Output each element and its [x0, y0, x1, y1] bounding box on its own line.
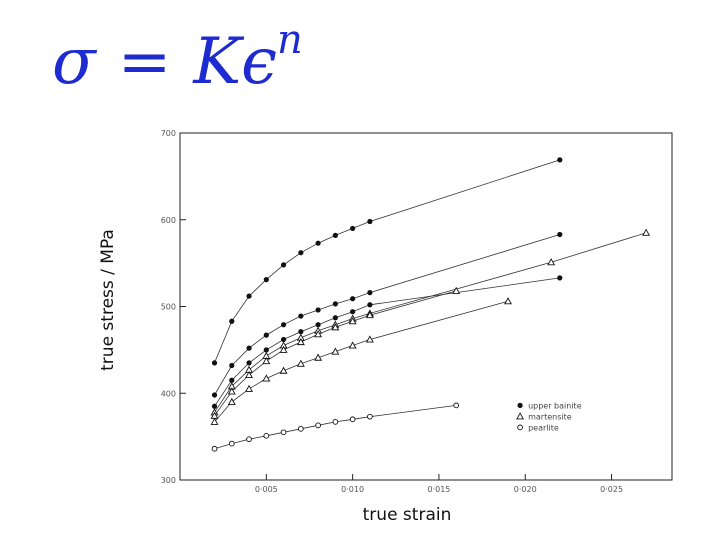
x-axis-label: true strain — [362, 505, 452, 525]
series-line — [214, 300, 509, 423]
data-point-triangle — [504, 297, 512, 305]
data-point-filled-circle — [229, 377, 235, 383]
data-point-triangle — [262, 357, 271, 365]
data-point-filled-circle — [280, 262, 287, 268]
data-point-triangle — [227, 397, 236, 405]
data-point-filled-circle — [315, 322, 321, 328]
data-point-open-circle — [280, 429, 287, 436]
data-point-open-circle — [263, 432, 270, 439]
data-point-open-circle — [246, 436, 252, 443]
y-tick-label: 700 — [161, 129, 176, 138]
series-line — [214, 234, 560, 396]
data-point-open-circle — [453, 402, 460, 409]
data-point-filled-circle — [557, 275, 563, 281]
series-line — [214, 159, 560, 364]
legend-label: pearlite — [528, 423, 559, 432]
data-point-filled-circle — [367, 290, 373, 296]
data-point-filled-circle — [350, 309, 356, 315]
y-axis-label: true stress / MPa — [98, 229, 118, 371]
data-point-open-circle — [349, 416, 356, 423]
data-point-filled-circle — [298, 313, 304, 319]
formula-sigma: σ — [52, 25, 96, 99]
data-point-filled-circle — [367, 218, 373, 225]
data-point-triangle — [331, 347, 340, 355]
x-tick-label: 0·015 — [427, 485, 450, 494]
data-point-filled-circle — [315, 240, 321, 246]
data-point-triangle — [348, 317, 357, 325]
formula-k-epsilon: Kϵ — [193, 25, 277, 99]
data-point-open-circle — [228, 440, 235, 447]
data-point-filled-circle — [350, 296, 356, 302]
data-point-filled-circle — [517, 402, 523, 408]
x-tick-label: 0·010 — [341, 485, 364, 494]
data-point-triangle — [365, 335, 374, 343]
data-point-triangle — [547, 258, 556, 266]
y-tick-label: 300 — [161, 476, 176, 485]
data-point-filled-circle — [332, 315, 338, 321]
data-point-filled-circle — [229, 362, 235, 369]
data-point-triangle — [348, 341, 357, 349]
data-point-open-circle — [367, 413, 373, 420]
data-point-filled-circle — [263, 347, 269, 353]
data-point-triangle — [314, 330, 323, 338]
data-point-filled-circle — [211, 403, 218, 409]
data-point-filled-circle — [557, 157, 563, 163]
formula-equals: = — [117, 25, 172, 99]
series-line — [214, 405, 457, 450]
data-point-filled-circle — [263, 277, 269, 283]
data-point-filled-circle — [263, 332, 269, 338]
data-point-open-circle — [211, 445, 218, 452]
data-point-open-circle — [332, 419, 339, 425]
data-point-triangle — [516, 412, 525, 420]
data-point-filled-circle — [298, 250, 304, 256]
data-point-filled-circle — [246, 293, 252, 299]
power-law-formula: σ = Kϵn — [52, 20, 303, 94]
data-point-triangle — [245, 370, 254, 379]
legend-label: upper bainite — [528, 401, 582, 410]
data-point-filled-circle — [332, 232, 338, 238]
data-point-filled-circle — [211, 392, 218, 398]
plot-frame — [179, 132, 673, 481]
series-line — [214, 277, 560, 407]
data-point-triangle — [296, 359, 305, 367]
legend-label: martensite — [528, 412, 572, 421]
data-point-open-circle — [517, 424, 523, 431]
data-point-filled-circle — [315, 307, 321, 313]
data-point-triangle — [296, 337, 305, 346]
data-point-triangle — [642, 228, 651, 236]
data-point-triangle — [452, 286, 461, 294]
data-point-filled-circle — [350, 225, 356, 232]
y-tick-label: 400 — [161, 389, 176, 398]
x-tick-label: 0·005 — [255, 485, 278, 494]
x-tick-label: 0·025 — [600, 485, 623, 494]
data-point-triangle — [245, 384, 254, 392]
data-point-filled-circle — [557, 231, 563, 238]
data-point-triangle — [279, 345, 288, 353]
data-point-triangle — [365, 311, 374, 319]
data-point-filled-circle — [332, 301, 338, 307]
data-point-triangle — [227, 387, 236, 395]
data-point-filled-circle — [229, 318, 235, 324]
y-tick-label: 500 — [161, 303, 176, 312]
data-point-triangle — [262, 374, 271, 382]
x-tick-label: 0·020 — [514, 485, 537, 494]
data-point-filled-circle — [280, 336, 287, 343]
data-point-filled-circle — [367, 302, 373, 308]
data-point-filled-circle — [211, 360, 218, 366]
data-point-open-circle — [297, 425, 304, 432]
data-point-triangle — [331, 323, 340, 331]
data-point-filled-circle — [246, 345, 252, 351]
data-point-filled-circle — [298, 329, 304, 335]
data-point-filled-circle — [246, 360, 252, 366]
y-tick-label: 600 — [161, 216, 176, 225]
data-point-open-circle — [315, 422, 321, 429]
data-point-triangle — [210, 417, 219, 425]
data-point-filled-circle — [280, 322, 287, 328]
formula-exponent: n — [276, 17, 303, 63]
data-point-triangle — [314, 353, 323, 361]
data-point-triangle — [279, 366, 288, 374]
